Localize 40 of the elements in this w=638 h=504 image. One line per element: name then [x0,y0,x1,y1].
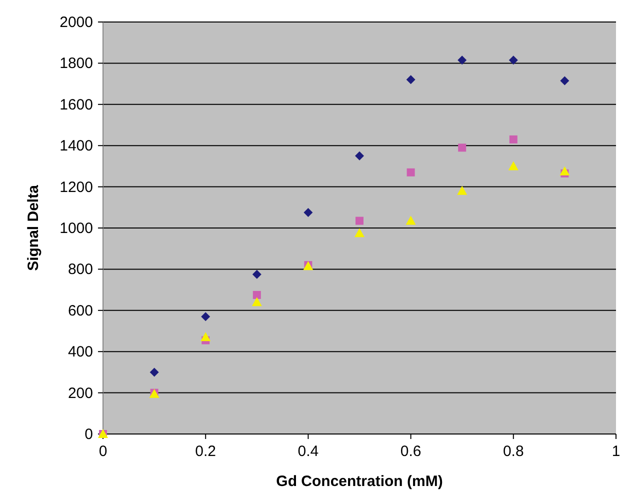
y-tick-label: 200 [68,384,93,402]
x-tick-label: 0 [98,443,108,460]
point [304,208,313,218]
point [406,168,415,176]
point [560,76,570,86]
point [356,216,364,225]
y-tick-label: 1600 [60,96,93,114]
y-tick-label: 800 [68,261,93,278]
x-tick-label: 1 [612,443,620,460]
point [201,312,210,322]
y-tick-label: 1200 [60,178,93,196]
point [354,228,364,238]
point [458,144,466,152]
point [406,75,416,84]
point [509,135,518,144]
y-tick-label: 1400 [60,138,93,155]
point [252,297,262,306]
y-axis-title: Signal Delta [25,184,42,271]
x-tick-label: 0.4 [298,443,319,460]
point [355,151,364,160]
x-tick-label: 0.8 [502,443,524,460]
y-tick-label: 1000 [60,220,93,237]
y-tick-label: 1800 [60,55,93,72]
point [150,368,159,377]
y-tick-label: 400 [68,344,93,361]
point [406,216,416,225]
x-axis-title: Gd Concentration (mM) [276,473,443,490]
point [252,270,262,279]
y-tick-label: 0 [84,426,93,443]
point [458,56,467,65]
x-tick-label: 0.2 [195,443,216,460]
point [200,332,211,342]
point [252,290,261,299]
x-tick-label: 0.6 [400,443,422,460]
point [457,186,468,195]
point [560,166,570,176]
point [508,56,518,65]
point [508,161,518,170]
y-tick-label: 600 [68,302,93,320]
y-tick-label: 2000 [60,14,93,31]
